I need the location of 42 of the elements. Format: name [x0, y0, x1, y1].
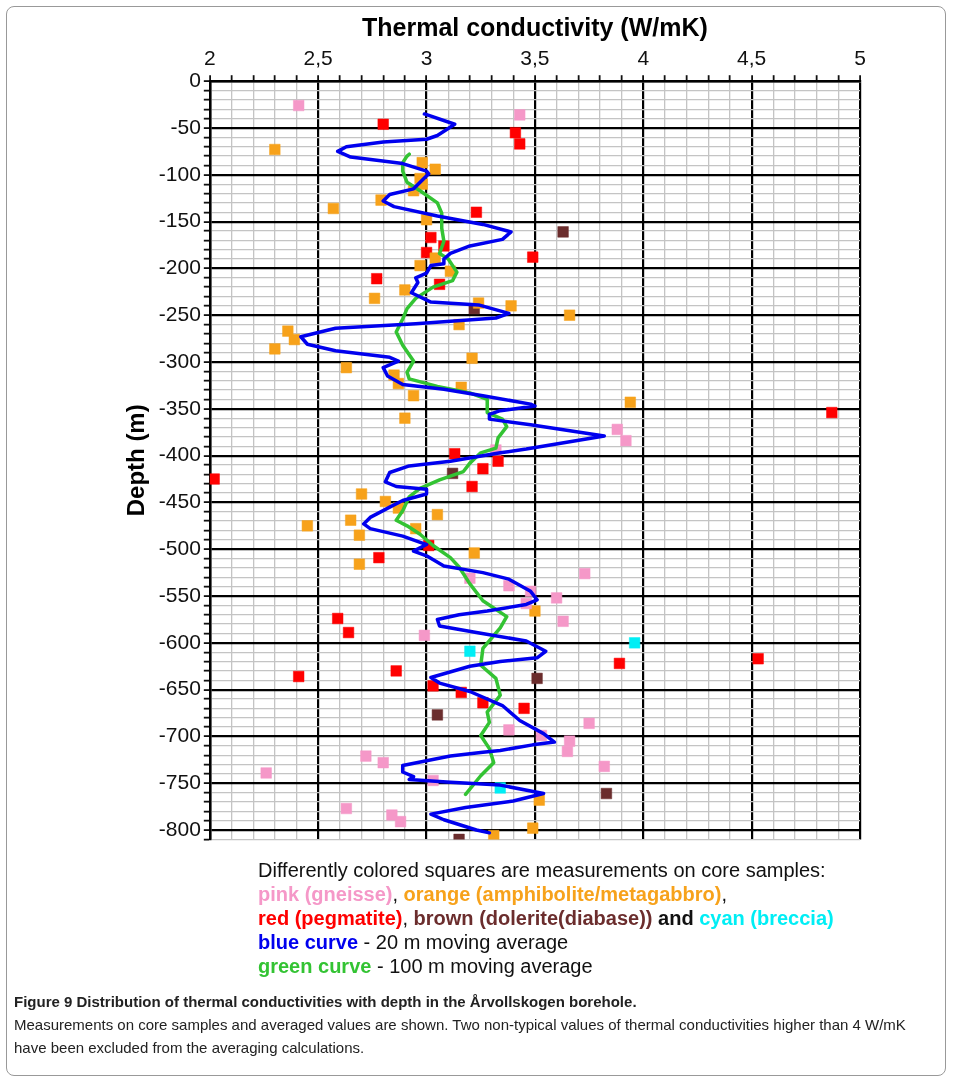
text: - 100 m moving average [376, 955, 593, 977]
text: green curve [258, 955, 372, 977]
y-tick-label: -350 [158, 395, 201, 419]
y-tick-label: -600 [158, 629, 201, 653]
y-tick-label: -50 [170, 114, 201, 138]
text: Measurements on core samples and averaged values are shown. Two non-typical values of thermal conductivities higher than 4 W/mK have been excluded from the averaging calculations. [14, 1016, 906, 1056]
y-tick-label: -700 [158, 723, 201, 747]
y-tick-label: -250 [158, 302, 201, 326]
y-tick-label: -450 [158, 489, 201, 513]
x-tick-label: 2 [203, 46, 216, 70]
text: pink (gneisse) [258, 883, 393, 905]
y-tick-label: -100 [158, 161, 201, 185]
text: , [402, 907, 409, 929]
caption: Figure 9 Distribution of thermal conductivities with depth in the Årvollskogen borehole. [14, 992, 638, 1012]
x-tick-label: 2,5 [303, 46, 333, 70]
y-tick-label: -800 [158, 816, 201, 840]
y-tick-label: -150 [158, 208, 201, 232]
y-tick-label: -300 [158, 348, 201, 372]
text: , [392, 883, 399, 905]
y-tick-label: 0 [189, 68, 201, 91]
y-tick-label: -500 [158, 536, 201, 560]
x-tick-label: 5 [854, 46, 866, 70]
y-tick-label: -550 [158, 582, 201, 606]
x-tick-label: 4,5 [737, 46, 767, 70]
text: red (pegmatite) [258, 907, 403, 929]
text: - 20 m moving average [363, 931, 569, 953]
text: , [721, 883, 727, 905]
x-tick-label: 4 [637, 46, 650, 70]
text: blue curve [258, 931, 359, 953]
x-tick-label: 3,5 [520, 46, 550, 70]
x-tick-label: 3 [420, 46, 433, 70]
text: Differently colored squares are measurements on core samples: [258, 859, 826, 881]
y-tick-label: -650 [158, 676, 201, 700]
text: cyan (breccia) [699, 907, 834, 929]
text: orange (amphibolite/metagabbro) [403, 883, 722, 905]
y-axis-title: Depth (m) [122, 404, 150, 517]
text: and [658, 907, 694, 929]
text: brown (dolerite(diabase)) [413, 907, 653, 929]
y-tick-label: -400 [158, 442, 201, 466]
x-axis-title: Thermal conductivity (W/mK) [361, 12, 708, 41]
y-tick-label: -200 [158, 255, 201, 279]
y-tick-label: -750 [158, 770, 201, 794]
